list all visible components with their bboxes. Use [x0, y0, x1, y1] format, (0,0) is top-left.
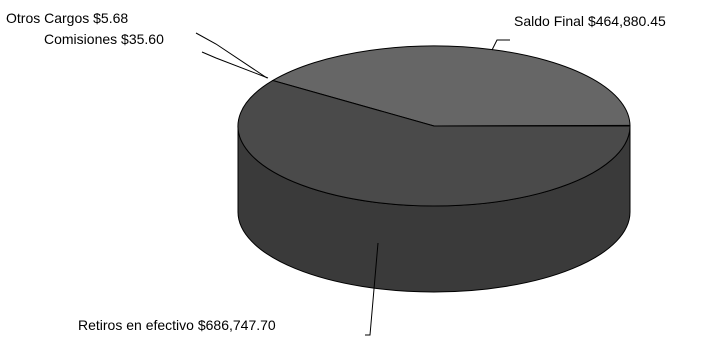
leader-line-retiros — [365, 242, 379, 336]
leader-line-comisiones — [201, 51, 269, 79]
slice-retiros-en-efectivo — [237, 79, 631, 207]
label-comisiones: Comisiones $35.60 — [44, 31, 164, 47]
label-saldo-final: Saldo Final $464,880.45 — [514, 13, 666, 29]
label-otros-cargos: Otros Cargos $5.68 — [6, 10, 128, 26]
leader-line-otros-cargos — [195, 32, 268, 79]
label-retiros-en-efectivo: Retiros en efectivo $686,747.70 — [78, 317, 276, 333]
leader-line-saldo-final — [491, 39, 510, 51]
slice-otros-cargos — [433, 124, 631, 127]
